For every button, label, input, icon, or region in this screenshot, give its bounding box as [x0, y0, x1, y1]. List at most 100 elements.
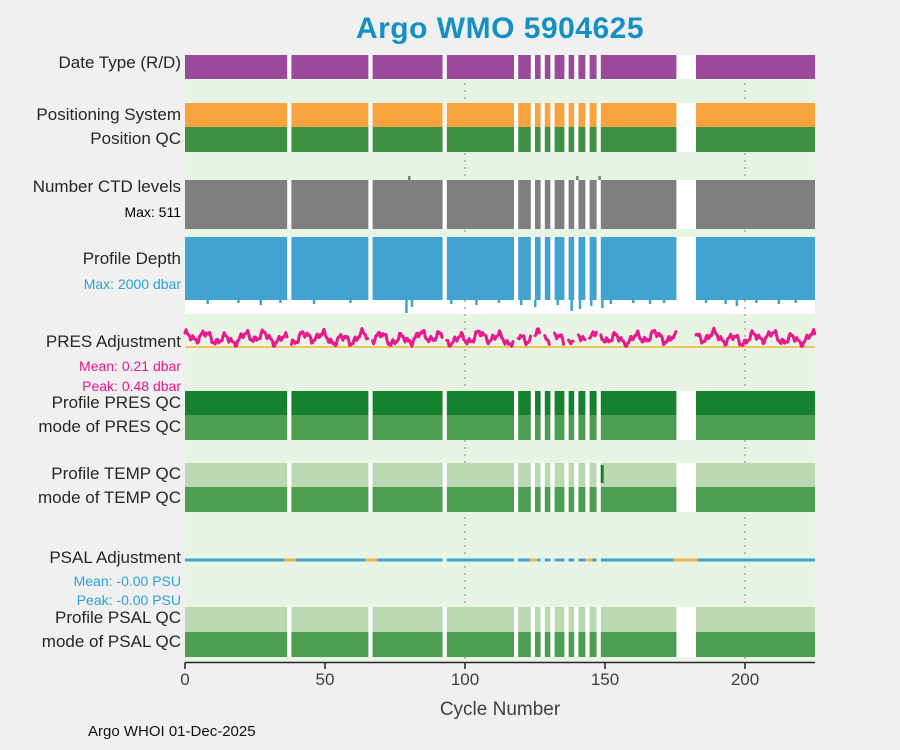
band-segment-mode_pres_qc — [446, 415, 514, 440]
tall-bar-ctd_levels — [408, 176, 411, 180]
band-segment-ctd_levels — [578, 180, 586, 229]
deep-profile-spike — [206, 300, 209, 304]
row-sublabel-depth-max: Max: 2000 dbar — [83, 276, 181, 292]
band-segment-mode_temp_qc — [372, 487, 443, 512]
band-segment-profile_depth — [589, 237, 597, 300]
deep-profile-spike — [578, 300, 582, 309]
band-segment-mode_temp_qc — [185, 487, 288, 512]
band-segment-profile_temp_qc — [446, 463, 514, 487]
band-segment-profile_psal_qc — [568, 607, 575, 632]
adjustment-line-pres_adjustment — [516, 333, 532, 347]
adjustment-line-pres_adjustment — [445, 329, 515, 348]
band-segment-ctd_levels — [589, 180, 597, 229]
band-segment-ctd_levels — [185, 180, 288, 229]
band-segment-mode_psal_qc — [589, 632, 597, 657]
row-label-profile-psal-qc: Profile PSAL QC — [55, 608, 181, 627]
band-segment-profile_psal_qc — [696, 607, 815, 632]
row-label-position-qc: Position QC — [90, 129, 181, 148]
band-segment-ctd_levels — [568, 180, 575, 229]
deep-profile-spike — [259, 300, 263, 305]
band-segment-positioning_system — [535, 103, 541, 127]
band-segment-profile_temp_qc — [518, 463, 531, 487]
band-segment-profile_psal_qc — [544, 607, 551, 632]
band-segment-profile_pres_qc — [568, 391, 575, 415]
band-segment-position_qc — [568, 127, 575, 152]
band-segment-profile_temp_qc — [554, 463, 565, 487]
band-segment-positioning_system — [544, 103, 551, 127]
band-segment-profile_pres_qc — [372, 391, 443, 415]
adjustment-line-pres_adjustment — [694, 326, 817, 348]
band-segment-profile_temp_qc — [544, 463, 551, 487]
band-segment-profile_depth — [535, 237, 541, 300]
row-label-date-type: Date Type (R/D) — [58, 53, 181, 72]
row-sublabel-pres-mean: Mean: 0.21 dbar — [79, 358, 181, 374]
band-segment-positioning_system — [185, 103, 288, 127]
band-segment-profile_psal_qc — [600, 607, 677, 632]
band-segment-date_type — [554, 55, 565, 79]
band-segment-position_qc — [554, 127, 565, 152]
deep-profile-spike — [755, 300, 758, 303]
band-segment-ctd_levels — [372, 180, 443, 229]
band-segment-position_qc — [446, 127, 514, 152]
band-segment-mode_psal_qc — [554, 632, 565, 657]
deep-profile-spike — [312, 300, 316, 304]
band-segment-profile_depth — [372, 237, 443, 300]
band-segment-date_type — [544, 55, 551, 79]
band-segment-date_type — [600, 55, 677, 79]
band-segment-profile_psal_qc — [185, 607, 288, 632]
band-segment-mode_pres_qc — [696, 415, 815, 440]
row-label-mode-pres-qc: mode of PRES QC — [38, 417, 181, 436]
band-segment-positioning_system — [372, 103, 443, 127]
band-segment-date_type — [568, 55, 575, 79]
band-segment-mode_temp_qc — [446, 487, 514, 512]
adjustment-line-pres_adjustment — [289, 327, 370, 347]
band-segment-mode_pres_qc — [372, 415, 443, 440]
deep-profile-spike — [497, 300, 501, 303]
band-segment-profile_pres_qc — [535, 391, 541, 415]
adjustment-line-pres_adjustment — [543, 334, 551, 346]
band-segment-mode_temp_qc — [696, 487, 815, 512]
band-segment-profile_psal_qc — [291, 607, 369, 632]
band-segment-positioning_system — [554, 103, 565, 127]
band-segment-date_type — [518, 55, 531, 79]
row-label-pres-adjustment: PRES Adjustment — [45, 332, 181, 351]
band-segment-positioning_system — [568, 103, 575, 127]
band-segment-profile_temp_qc — [696, 463, 815, 487]
band-segment-profile_temp_qc — [372, 463, 443, 487]
band-segment-positioning_system — [446, 103, 514, 127]
band-segment-profile_depth — [568, 237, 575, 300]
band-segment-profile_pres_qc — [544, 391, 551, 415]
band-segment-mode_psal_qc — [518, 632, 531, 657]
band-segment-profile_depth — [696, 237, 815, 300]
deep-profile-spike — [237, 300, 240, 303]
band-segment-mode_psal_qc — [185, 632, 288, 657]
band-segment-mode_temp_qc — [578, 487, 586, 512]
band-segment-profile_temp_qc — [535, 463, 541, 487]
band-segment-profile_psal_qc — [589, 607, 597, 632]
band-segment-date_type — [578, 55, 586, 79]
adjustment-line-pres_adjustment — [588, 330, 598, 340]
deep-profile-spike — [609, 300, 613, 304]
row-label-profile-temp-qc: Profile TEMP QC — [51, 464, 181, 483]
tall-bar-ctd_levels — [598, 176, 601, 180]
band-segment-mode_psal_qc — [544, 632, 551, 657]
row-sublabel-psal-mean: Mean: -0.00 PSU — [73, 573, 181, 589]
band-segment-profile_temp_qc — [600, 463, 677, 487]
band-segment-position_qc — [589, 127, 597, 152]
row-label-profile-pres-qc: Profile PRES QC — [51, 393, 181, 412]
adjustment-line-pres_adjustment — [599, 328, 678, 348]
band-segment-profile_temp_qc — [291, 463, 369, 487]
band-segment-profile_depth — [518, 237, 531, 300]
band-segment-position_qc — [291, 127, 369, 152]
adjustment-line-pres_adjustment — [567, 338, 575, 346]
deep-profile-spike — [410, 300, 414, 307]
deep-profile-spike — [450, 300, 453, 304]
band-segment-mode_pres_qc — [535, 415, 541, 440]
band-segment-profile_depth — [291, 237, 369, 300]
band-segment-date_type — [185, 55, 288, 79]
band-segment-profile_depth — [554, 237, 565, 300]
band-segment-profile_pres_qc — [696, 391, 815, 415]
adjustment-line-pres_adjustment — [553, 331, 566, 346]
